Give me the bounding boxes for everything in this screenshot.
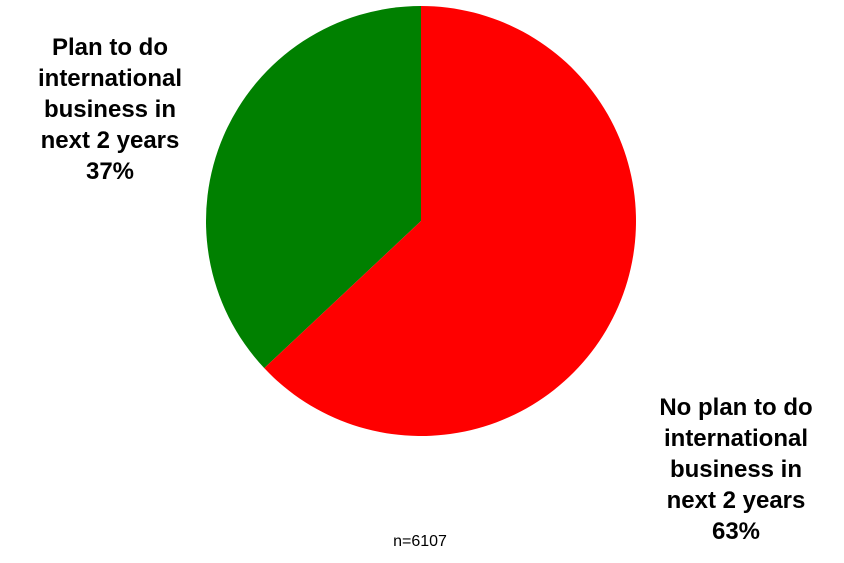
- pie-slice-plan: [205, 6, 421, 369]
- slice-label-no-plan: No plan to do international business in …: [628, 392, 844, 547]
- slice-label-plan-line-3: business in: [43, 96, 177, 123]
- pie-slice-no-plan: [264, 6, 636, 436]
- slice-label-plan-line-4: next 2 years: [40, 127, 180, 154]
- slice-label-no-plan-line-4: next 2 years: [666, 487, 806, 514]
- slice-label-no-plan-percent: 63%: [711, 518, 761, 545]
- slice-label-plan-line-2: international: [37, 65, 182, 92]
- sample-size-note: n=6107: [393, 533, 447, 550]
- slice-label-no-plan-line-1: No plan to do: [659, 394, 813, 421]
- slice-label-no-plan-line-2: international: [663, 425, 808, 452]
- slice-label-no-plan-line-3: business in: [669, 456, 803, 483]
- slice-label-plan-line-1: Plan to do: [52, 34, 168, 61]
- slice-label-plan-percent: 37%: [85, 158, 135, 185]
- slice-label-plan: Plan to do international business in nex…: [0, 32, 220, 187]
